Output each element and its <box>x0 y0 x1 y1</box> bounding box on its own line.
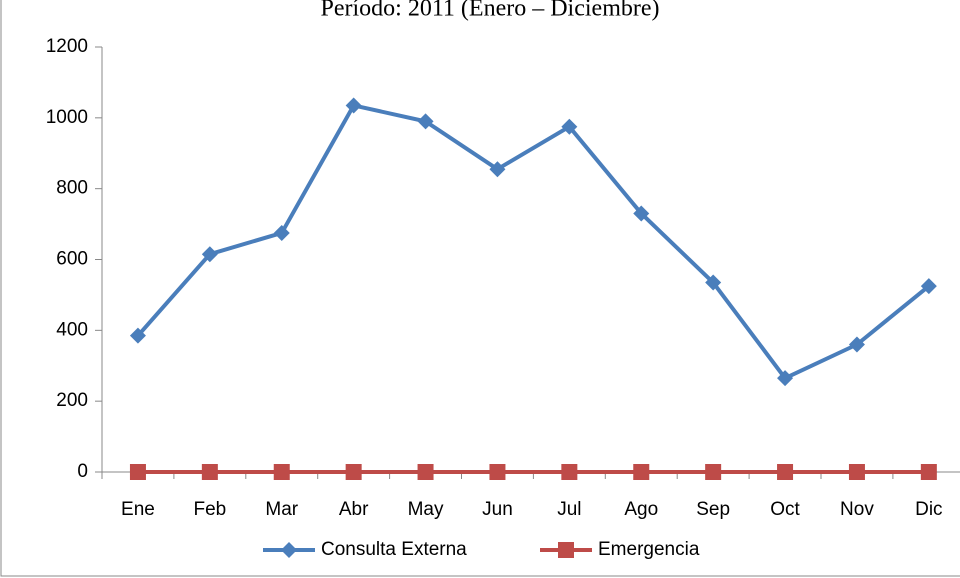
y-tick-label: 400 <box>56 319 88 340</box>
point <box>489 161 506 178</box>
legend-label: Consulta Externa <box>321 539 467 560</box>
point <box>345 97 362 114</box>
point <box>129 327 146 344</box>
point <box>201 246 218 263</box>
y-tick-label: 0 <box>77 461 88 482</box>
x-tick-label: Dic <box>915 499 942 520</box>
point <box>489 464 506 480</box>
point <box>345 464 362 480</box>
legend-label: Emergencia <box>598 539 700 560</box>
x-tick-label: Oct <box>770 499 800 520</box>
point <box>633 464 650 480</box>
point <box>129 464 146 480</box>
x-tick-label: May <box>408 499 444 520</box>
y-tick-label: 600 <box>56 249 88 270</box>
point <box>705 464 722 480</box>
x-tick-label: Ene <box>121 499 155 520</box>
legend-marker <box>281 542 297 558</box>
point <box>417 464 434 480</box>
point <box>920 278 937 295</box>
point <box>777 464 794 480</box>
point <box>633 205 650 222</box>
series-line <box>136 103 931 381</box>
x-tick-label: Jul <box>557 499 581 520</box>
point <box>920 464 937 480</box>
x-tick-label: Ago <box>624 499 658 520</box>
point <box>273 224 290 241</box>
point <box>417 113 434 130</box>
y-tick-label: 1200 <box>46 36 88 57</box>
point <box>201 464 218 480</box>
x-tick-label: Jun <box>482 499 513 520</box>
point <box>561 118 578 135</box>
point <box>561 464 578 480</box>
y-tick-label: 200 <box>56 390 88 411</box>
point <box>273 464 290 480</box>
point <box>848 336 865 353</box>
chart-title: Período: 2011 (Enero – Diciembre) <box>320 0 659 22</box>
point <box>705 274 722 291</box>
point <box>777 370 794 387</box>
x-tick-label: Nov <box>840 499 874 520</box>
x-tick-label: Abr <box>339 499 369 520</box>
x-tick-label: Sep <box>696 499 730 520</box>
point <box>848 464 865 480</box>
x-tick-label: Feb <box>193 499 226 520</box>
x-tick-label: Mar <box>265 499 298 520</box>
legend-marker <box>558 542 574 558</box>
y-tick-label: 1000 <box>46 107 88 128</box>
y-tick-label: 800 <box>56 178 88 199</box>
